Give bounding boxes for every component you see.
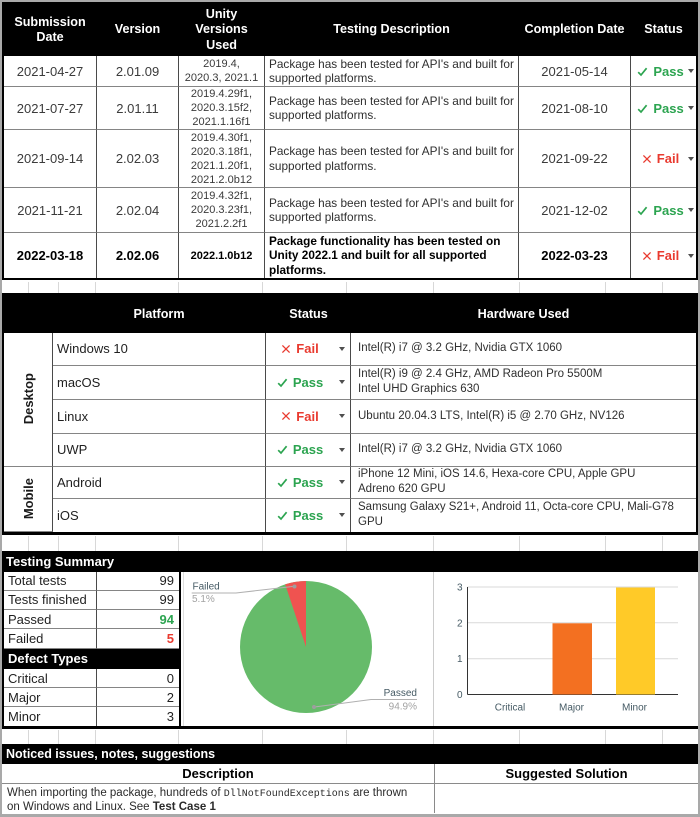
svg-text:2: 2 (457, 618, 463, 629)
svg-text:5.1%: 5.1% (192, 594, 215, 605)
svg-text:Critical: Critical (495, 703, 526, 714)
svg-text:1: 1 (457, 654, 463, 665)
svg-text:Passed: Passed (384, 688, 417, 699)
svg-text:94.9%: 94.9% (389, 702, 417, 713)
svg-text:Failed: Failed (193, 582, 220, 593)
svg-text:Minor: Minor (622, 703, 648, 714)
svg-text:Major: Major (559, 703, 585, 714)
svg-text:0: 0 (457, 690, 463, 701)
svg-text:3: 3 (457, 583, 463, 594)
